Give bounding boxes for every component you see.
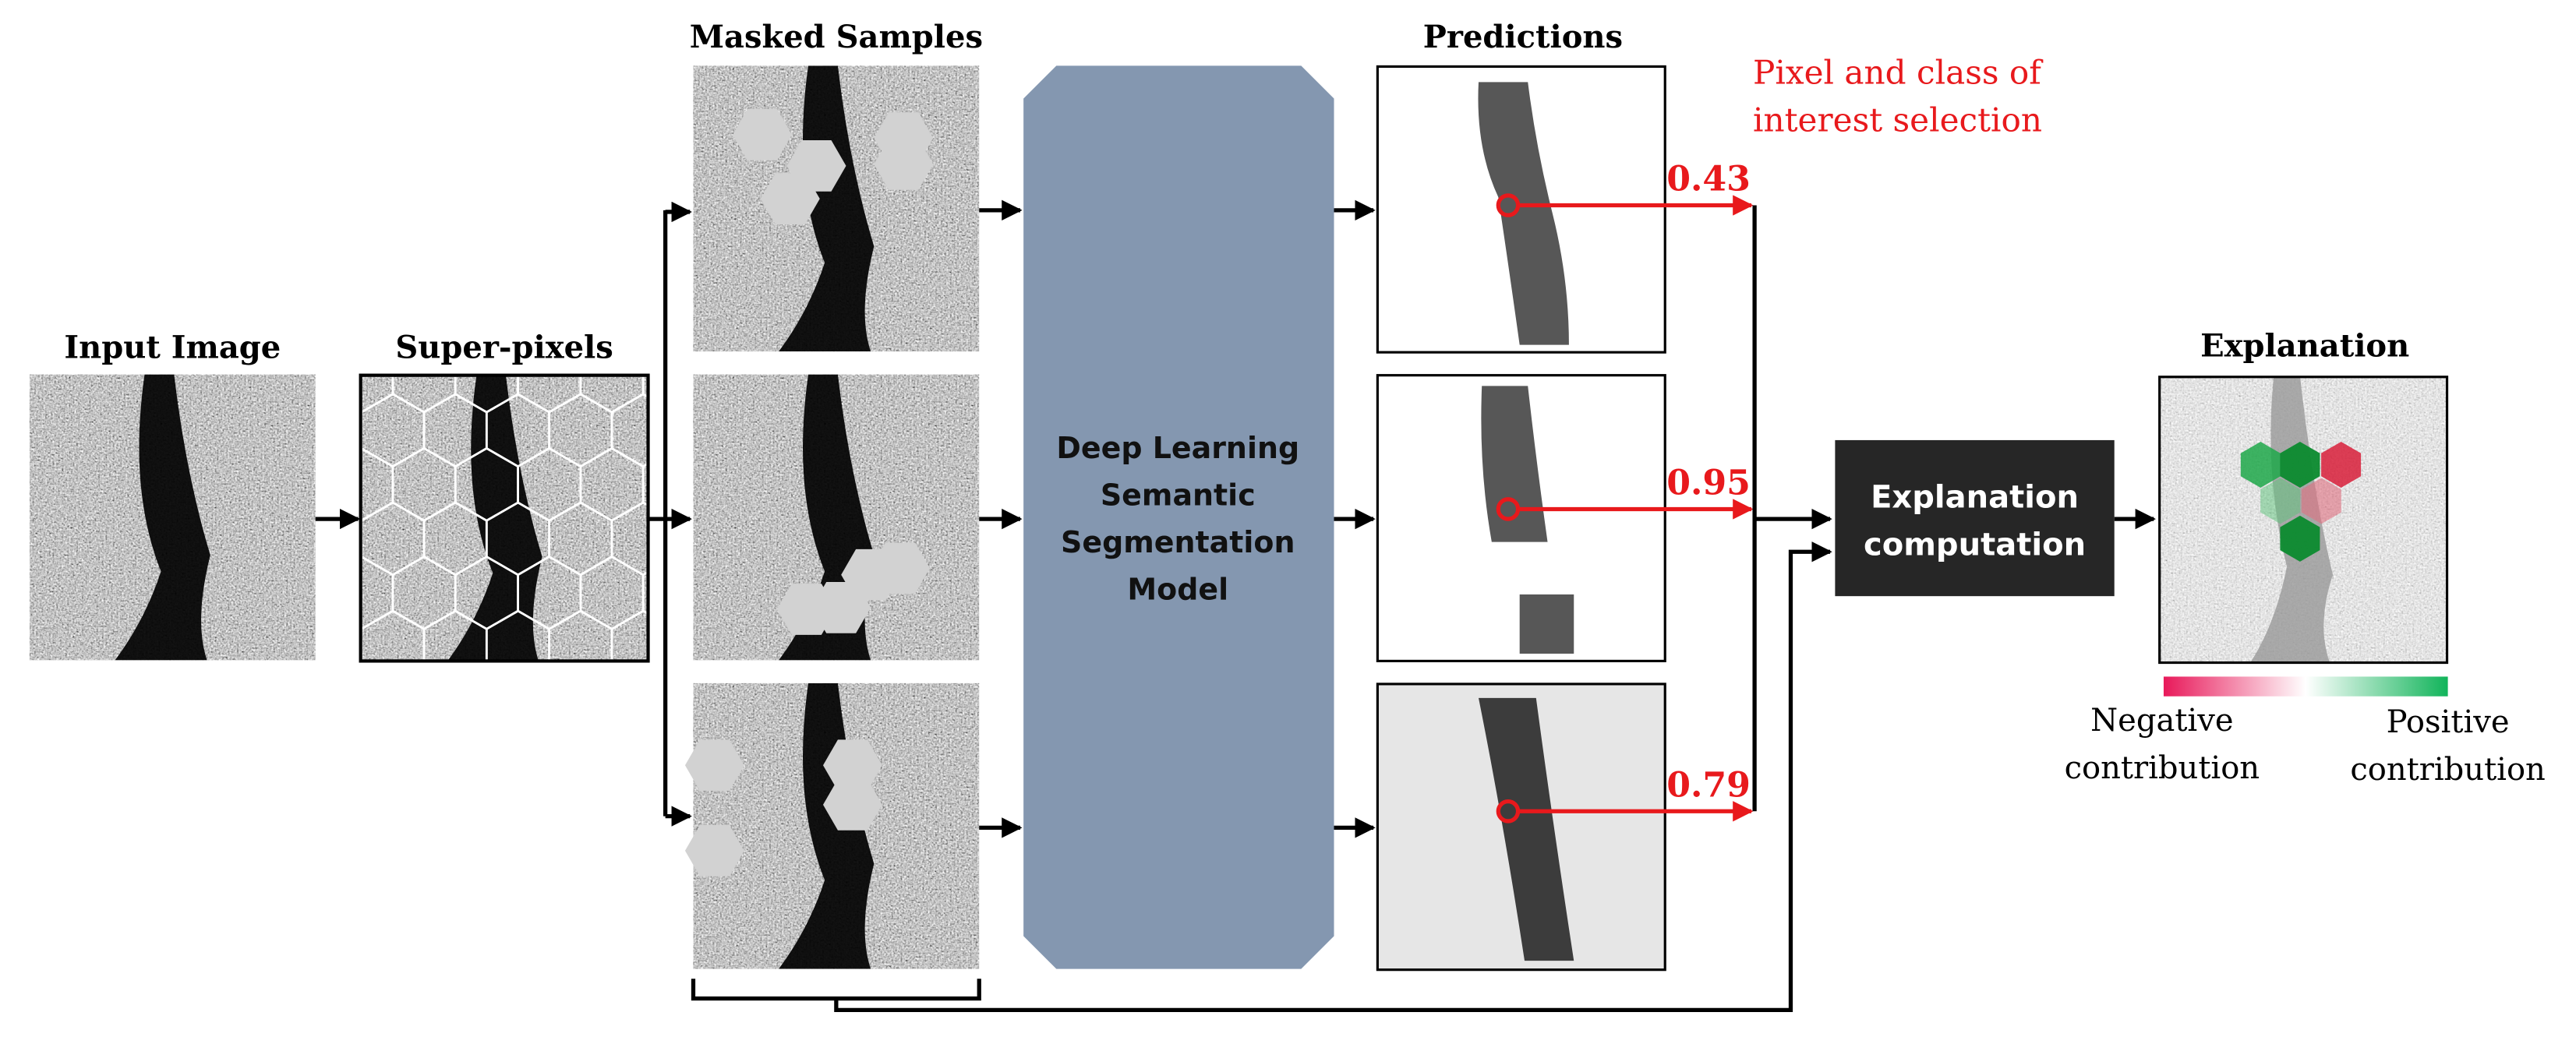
contribution-hex — [2280, 442, 2320, 488]
mask-hex — [760, 173, 820, 224]
hex-cell — [518, 665, 581, 738]
mask-hex — [733, 108, 792, 160]
score: 0.43 — [1666, 159, 1751, 199]
title: Masked Samples — [690, 19, 983, 55]
legend-label: Negative — [2090, 703, 2233, 739]
explanation-image — [2158, 376, 2449, 665]
model-block — [1023, 65, 1334, 969]
legend-label: contribution — [2350, 752, 2546, 788]
box-label: Explanation — [1871, 479, 2079, 515]
title: Predictions — [1423, 19, 1623, 55]
hex-cell — [610, 609, 648, 661]
annotation: Pixel and class of — [1753, 54, 2044, 92]
hex-cell — [455, 665, 518, 738]
masks — [684, 108, 934, 876]
model-label: Segmentation — [1061, 525, 1295, 559]
title: Super-pixels — [395, 330, 613, 366]
mask-hex — [684, 739, 744, 792]
contribution-hex — [2240, 442, 2281, 488]
model-label: Deep Learning — [1056, 431, 1299, 465]
explanation-box — [1835, 439, 2115, 597]
score: 0.95 — [1666, 462, 1751, 503]
box-label: computation — [1864, 527, 2086, 563]
prediction — [1376, 65, 1666, 354]
hex-cell — [330, 665, 393, 738]
hex-cell — [299, 286, 361, 358]
hex-cell — [641, 463, 648, 506]
prediction — [1376, 682, 1666, 972]
connectors — [315, 199, 2156, 1012]
contribution-hex — [2280, 515, 2320, 562]
hex-cell — [581, 665, 643, 738]
frame — [359, 373, 650, 663]
model-label: Model — [1127, 573, 1228, 607]
annotation: interest selection — [1753, 101, 2042, 139]
contribution-hex — [2260, 478, 2301, 524]
title: Explanation — [2200, 327, 2409, 364]
mask-hex — [874, 138, 934, 190]
title: Input Image — [64, 330, 281, 366]
mask-hex — [871, 542, 931, 594]
hex-grid — [267, 286, 648, 738]
legend-label: Positive — [2387, 704, 2510, 740]
model-label: Semantic — [1101, 478, 1256, 513]
hex-cell — [393, 665, 455, 738]
hex-cell — [641, 571, 648, 615]
contribution-hex — [2321, 442, 2362, 488]
masked-sample — [693, 65, 979, 351]
input-image — [30, 375, 316, 661]
prediction — [1376, 374, 1666, 663]
score: 0.79 — [1666, 764, 1751, 805]
hex-cell — [267, 665, 330, 738]
mask-hex — [822, 778, 882, 831]
colorbar — [2163, 676, 2448, 697]
mask-hex — [822, 739, 882, 792]
contribution-hex — [2301, 478, 2341, 524]
mask-hex — [684, 824, 744, 876]
legend-label: contribution — [2065, 750, 2260, 786]
